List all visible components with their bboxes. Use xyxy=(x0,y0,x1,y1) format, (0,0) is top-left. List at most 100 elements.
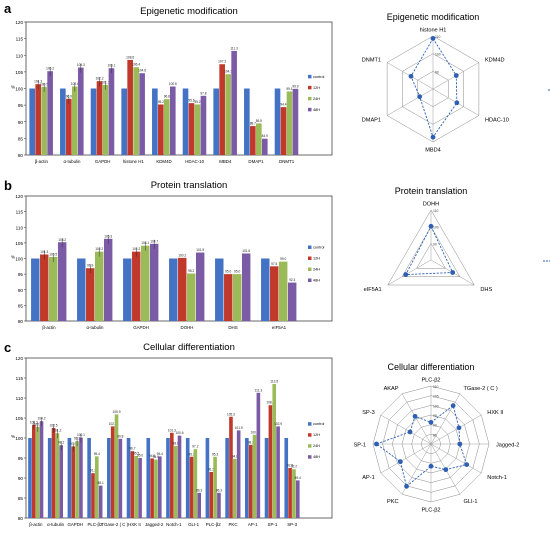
legend-swatch-24H xyxy=(308,267,312,271)
radar-point xyxy=(453,73,459,78)
radar-point xyxy=(456,425,462,431)
x-tick-label: DOHH xyxy=(181,325,194,330)
bar-24H-2 xyxy=(141,245,150,321)
legend-label-12H: 12H xyxy=(313,86,320,90)
radar-grid-ring xyxy=(416,242,446,269)
bar-24H-6 xyxy=(154,459,158,518)
y-tick-label: 120 xyxy=(15,356,23,361)
bar-value-label: 99.9 xyxy=(292,84,298,88)
bar-value-label: 88.1 xyxy=(98,481,104,485)
bar-value-label: 94.9 xyxy=(149,454,155,458)
bar-value-label: 96.7 xyxy=(129,447,135,451)
x-tick-label: SP-3 xyxy=(287,522,297,527)
x-tick-label: α-tubulin xyxy=(87,325,104,330)
bar-24H-3 xyxy=(133,67,139,155)
x-tick-label: β-actin xyxy=(35,159,49,164)
bar-48H-1 xyxy=(77,67,84,155)
bar-control-2 xyxy=(90,88,97,155)
y-tick-label: 120 xyxy=(15,194,23,199)
bar-12H-1 xyxy=(66,98,72,155)
radar-point xyxy=(397,459,403,465)
bar-value-label: 100 xyxy=(47,434,53,438)
bar-value-label: 111.3 xyxy=(255,388,263,392)
y-tick-label: 85 xyxy=(18,303,24,308)
bar-48H-6 xyxy=(157,456,162,518)
legend-label-control: control xyxy=(313,246,325,250)
y-tick-label: 80 xyxy=(18,153,24,158)
radar-point xyxy=(443,467,449,473)
bar-value-label: 86.3 xyxy=(196,488,202,492)
bar-value-label: 101.9 xyxy=(235,426,243,430)
y-tick-label: 115 xyxy=(16,210,24,215)
radar-axis-label: eIF5A1 xyxy=(364,287,382,293)
bar-control-0 xyxy=(29,88,35,155)
bar-value-label: 95.3 xyxy=(212,452,218,456)
bar-control-6 xyxy=(213,88,219,155)
bar-48H-3 xyxy=(195,252,205,321)
bar-value-label: 100 xyxy=(275,84,281,88)
radar-spoke xyxy=(380,414,432,445)
bar-48H-1 xyxy=(59,445,64,518)
legend-label-control: control xyxy=(313,422,325,426)
bar-value-label: 94.4 xyxy=(280,103,286,107)
bar-12H-5 xyxy=(130,451,135,518)
x-tick-label: α-tubulin xyxy=(47,522,64,527)
y-tick-label: 80 xyxy=(18,319,24,324)
bar-24H-5 xyxy=(279,261,288,321)
y-tick-label: 95 xyxy=(18,272,24,277)
radar-axis-label: HXK II xyxy=(487,410,504,416)
bar-control-13 xyxy=(284,438,289,518)
bar-value-label: 89.5 xyxy=(256,119,262,123)
bar-12H-4 xyxy=(110,426,115,518)
bar-control-8 xyxy=(185,438,190,518)
bar-control-2 xyxy=(67,438,72,518)
bar-12H-7 xyxy=(170,432,174,518)
legend-label-12H: 12H xyxy=(313,257,320,261)
legend-swatch-24H xyxy=(308,96,312,101)
radar-point xyxy=(404,483,409,489)
radar-chart-2: Cellular differentiation859095100105110P… xyxy=(354,362,520,514)
bar-chart-2: Cellular differentiation 80 85 90 95 100 105 11… xyxy=(11,342,333,527)
y-tick-label: 105 xyxy=(15,416,23,421)
bar-24H-4 xyxy=(164,99,170,155)
bar-value-label: 95.3 xyxy=(188,452,194,456)
y-tick-label: 110 xyxy=(16,396,24,401)
legend-swatch-48H xyxy=(308,278,312,282)
bar-control-5 xyxy=(126,438,131,518)
chart-title: Epigenetic modification xyxy=(140,6,238,17)
bar-24H-3 xyxy=(95,456,99,518)
bar-control-4 xyxy=(107,438,111,518)
bar-12H-8 xyxy=(189,456,194,518)
x-tick-label: β-actin xyxy=(42,325,56,330)
x-tick-label: Notch-1 xyxy=(166,522,182,527)
bar-12H-2 xyxy=(132,251,141,321)
radar-point xyxy=(430,36,436,41)
x-tick-label: eIF5A1 xyxy=(272,325,287,330)
bar-value-label: 95.0 xyxy=(225,270,231,274)
bar-12H-4 xyxy=(224,274,233,321)
radar-spoke xyxy=(386,88,434,116)
bar-48H-6 xyxy=(231,50,237,155)
radar-point xyxy=(412,413,418,419)
legend-label-control: control xyxy=(313,75,325,79)
bar-24H-8 xyxy=(286,91,293,155)
bar-value-label: 100 xyxy=(244,84,250,88)
bar-48H-5 xyxy=(200,95,207,155)
bar-value-label: 100 xyxy=(185,434,191,438)
bar-12H-5 xyxy=(270,266,279,321)
bar-48H-2 xyxy=(149,243,159,321)
radar-axis-label: DOHH xyxy=(423,202,439,208)
bar-48H-12 xyxy=(276,426,280,518)
radar-point xyxy=(428,223,434,229)
bar-value-label: 100 xyxy=(214,84,220,88)
y-axis-label: % xyxy=(11,255,15,260)
radar-spoke xyxy=(387,259,432,286)
x-tick-label: MBD4 xyxy=(219,159,232,164)
bar-value-label: 98.3 xyxy=(248,440,254,444)
radar-spoke xyxy=(380,443,432,474)
radar-spoke xyxy=(401,393,432,445)
bar-value-label: 96.8 xyxy=(164,95,170,99)
bar-control-7 xyxy=(166,438,170,518)
y-tick-label: 115 xyxy=(16,37,24,42)
